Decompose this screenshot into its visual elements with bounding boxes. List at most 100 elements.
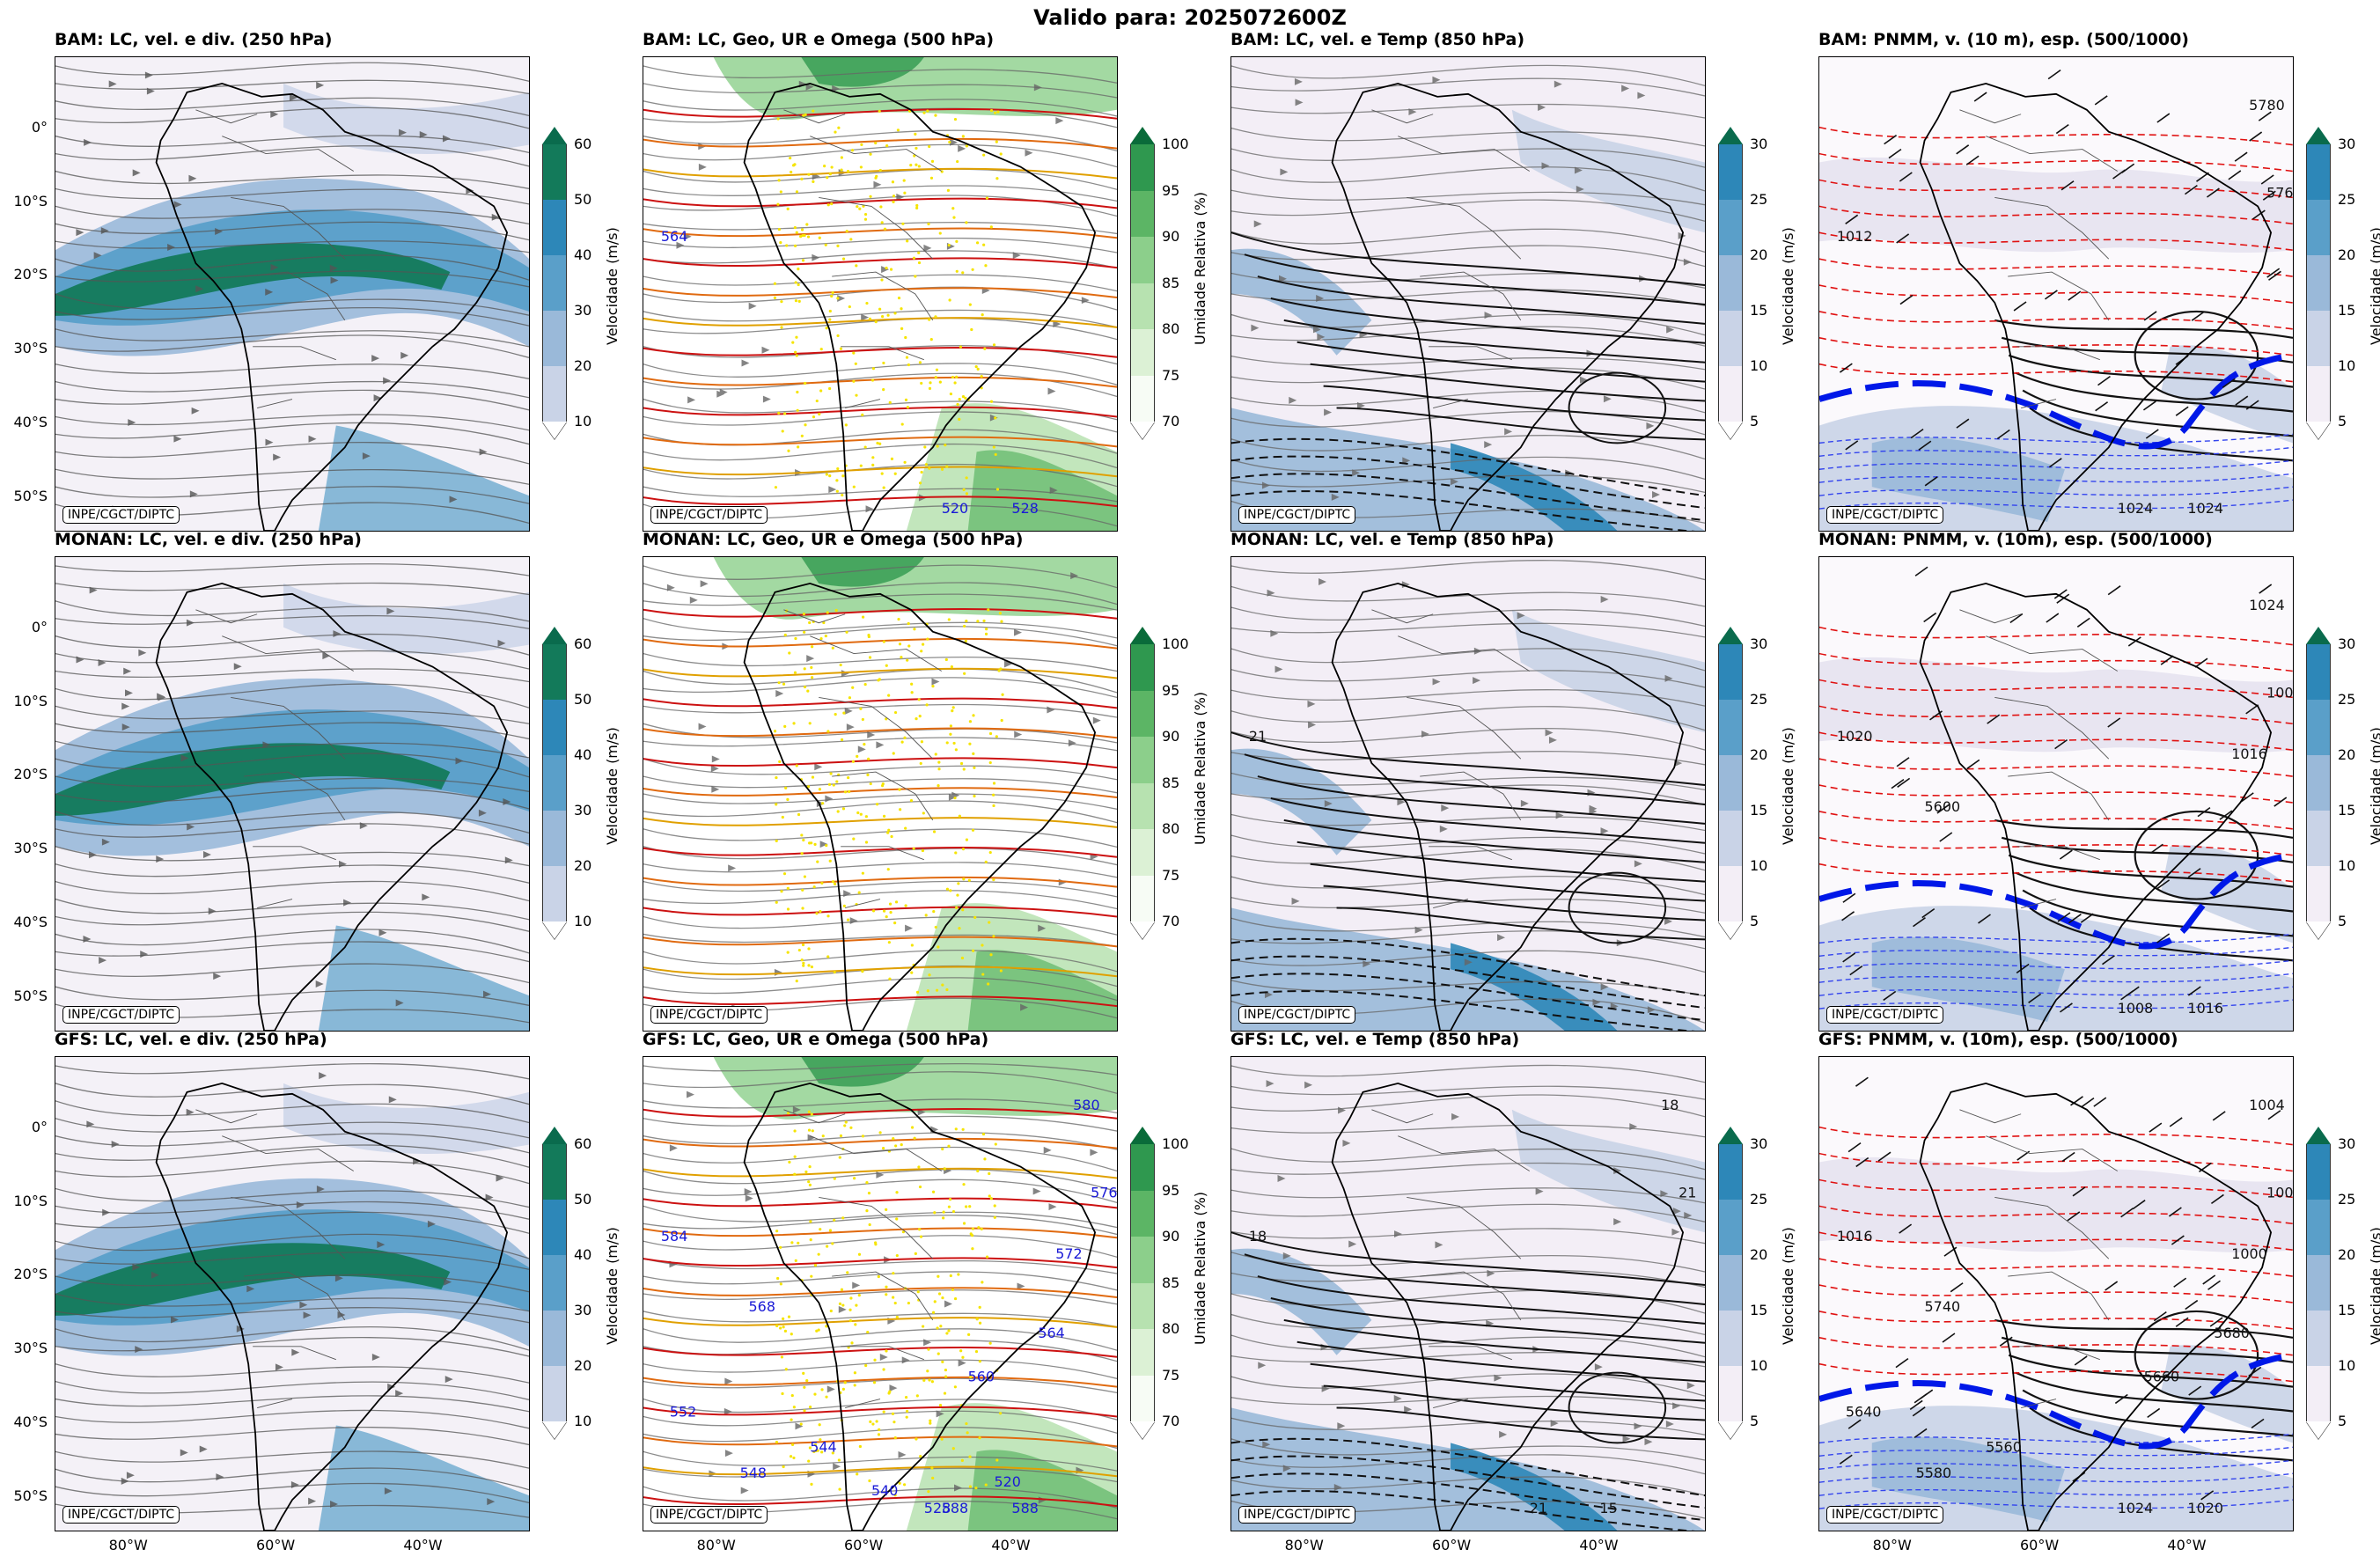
svg-text:1008: 1008	[2266, 1184, 2293, 1201]
colorbar-segment	[1130, 144, 1155, 191]
colorbar-segment	[2306, 366, 2331, 422]
panel-title: GFS: LC, vel. e div. (250 hPa)	[55, 1030, 327, 1049]
map-canvas: 18 21 15 18 21	[1231, 1057, 1705, 1531]
colorbar-tick-label: 60	[574, 1135, 592, 1152]
panel-title: GFS: LC, Geo, UR e Omega (500 hPa)	[643, 1030, 989, 1049]
panel-title: BAM: LC, Geo, UR e Omega (500 hPa)	[643, 30, 995, 49]
colorbar-tick-label: 20	[1750, 746, 1768, 763]
latitude-label: 0°	[31, 119, 48, 136]
colorbar-tick-label: 10	[2338, 357, 2356, 374]
colorbar-tick-label: 10	[574, 913, 592, 929]
svg-text:520: 520	[995, 1473, 1021, 1490]
svg-text:1024: 1024	[2187, 500, 2223, 517]
colorbar-segment	[1130, 375, 1155, 422]
map-canvas: 1012 1024 1024 5780 5760	[1819, 57, 2293, 531]
colorbar-tick-label: 30	[574, 802, 592, 819]
map-panel-monan-temp: 21 INPE/CGCT/DIPTC	[1230, 556, 1706, 1032]
colorbar-segment	[542, 366, 567, 422]
colorbar-tick-label: 5	[1750, 413, 1759, 430]
map-panel-bam-geo: 564 520 528 INPE/CGCT/DIPTC	[643, 56, 1118, 532]
latitude-label: 0°	[31, 1119, 48, 1135]
colorbar-label: Velocidade (m/s)	[1780, 726, 1796, 845]
svg-text:1012: 1012	[1837, 228, 1873, 245]
colorbar-segment	[1130, 782, 1155, 829]
latitude-label: 20°S	[13, 766, 48, 783]
credit-label: INPE/CGCT/DIPTC	[62, 1506, 180, 1524]
svg-text:1008: 1008	[2266, 684, 2293, 701]
longitude-label: 80°W	[1872, 1537, 1912, 1553]
colorbar-segment	[2306, 1144, 2331, 1200]
colorbar-segment	[542, 1255, 567, 1311]
colorbar-tick-label: 25	[1750, 1191, 1768, 1208]
latitude-label: 30°S	[13, 340, 48, 357]
colorbar-tick-label: 25	[2338, 691, 2356, 708]
colorbar-segment	[1130, 1375, 1155, 1421]
panel-title: MONAN: PNMM, v. (10m), esp. (500/1000)	[1818, 530, 2213, 549]
credit-label: INPE/CGCT/DIPTC	[650, 1006, 768, 1024]
panel-title: MONAN: LC, vel. e Temp (850 hPa)	[1230, 530, 1554, 549]
colorbar-tick-label: 20	[574, 857, 592, 874]
colorbar-tick-label: 15	[2338, 302, 2356, 319]
colorbar-tick-label: 30	[1750, 1135, 1768, 1152]
credit-label: INPE/CGCT/DIPTC	[1238, 506, 1356, 524]
svg-text:1020: 1020	[1837, 728, 1873, 745]
svg-text:5580: 5580	[1916, 1465, 1952, 1481]
svg-text:18: 18	[1661, 1097, 1678, 1113]
colorbar: 70 75 80 85 90 95 100	[1130, 1127, 1189, 1439]
colorbar-tick-label: 80	[1162, 320, 1180, 337]
colorbar-segment	[542, 1200, 567, 1255]
colorbar-tick-label: 50	[574, 191, 592, 208]
colorbar-segment	[2306, 255, 2331, 311]
colorbar-tick-label: 100	[1162, 136, 1189, 152]
svg-text:1024: 1024	[2249, 597, 2285, 613]
longitude-label: 80°W	[108, 1537, 148, 1553]
colorbar-tick-label: 25	[1750, 191, 1768, 208]
colorbar-tick-label: 25	[2338, 1191, 2356, 1208]
panel-title: MONAN: LC, Geo, UR e Omega (500 hPa)	[643, 530, 1024, 549]
colorbar-segment	[542, 1311, 567, 1366]
colorbar-extend-bottom	[1718, 1421, 1743, 1439]
colorbar-extend-top	[542, 127, 567, 144]
map-panel-gfs-pnmm: 1016 1024 1020 1004 1008 1000 5740 5680 5660 5640…	[1818, 1056, 2294, 1531]
colorbar-segment	[1130, 1282, 1155, 1329]
colorbar-segment	[1718, 200, 1743, 255]
svg-text:21: 21	[1678, 1184, 1696, 1201]
colorbar-segment	[2306, 311, 2331, 366]
colorbar-tick-label: 80	[1162, 1320, 1180, 1337]
colorbar: 5 10 15 20 25 30	[1718, 627, 1767, 939]
colorbar-tick-label: 75	[1162, 866, 1180, 884]
colorbar-tick-label: 75	[1162, 1366, 1180, 1384]
map-panel-monan-pnmm: 1020 1008 1016 1024 1008 1016 5600 INPE/CGCT/DI…	[1818, 556, 2294, 1032]
colorbar: 10 20 30 40 50 60	[542, 1127, 591, 1439]
colorbar-tick-label: 25	[2338, 191, 2356, 208]
longitude-label: 40°W	[991, 1537, 1031, 1553]
colorbar-extend-bottom	[2306, 1421, 2331, 1439]
svg-text:1000: 1000	[2231, 1245, 2267, 1262]
colorbar-segment	[542, 1366, 567, 1421]
colorbar-segment	[1718, 144, 1743, 200]
colorbar-tick-label: 20	[1750, 246, 1768, 263]
colorbar-extend-bottom	[1130, 1421, 1155, 1439]
colorbar-tick-label: 100	[1162, 635, 1189, 652]
colorbar-segment	[542, 1144, 567, 1200]
colorbar-segment	[1718, 366, 1743, 422]
colorbar-tick-label: 85	[1162, 774, 1180, 791]
svg-text:1004: 1004	[2249, 1097, 2285, 1113]
colorbar-tick-label: 40	[574, 1246, 592, 1263]
colorbar-extend-top	[542, 627, 567, 644]
colorbar-segment	[1130, 283, 1155, 329]
colorbar-tick-label: 5	[1750, 913, 1759, 929]
svg-text:588: 588	[942, 1500, 968, 1516]
colorbar-tick-label: 10	[1750, 357, 1768, 374]
latitude-label: 40°S	[13, 913, 48, 930]
map-panel-gfs-jet: INPE/CGCT/DIPTC	[55, 1056, 530, 1531]
colorbar-segment	[1130, 875, 1155, 922]
svg-text:21: 21	[1249, 728, 1267, 745]
colorbar-tick-label: 85	[1162, 274, 1180, 291]
svg-text:576: 576	[1091, 1184, 1117, 1201]
colorbar: 5 10 15 20 25 30	[2306, 127, 2355, 439]
colorbar-label: Velocidade (m/s)	[604, 226, 621, 345]
colorbar-extend-bottom	[542, 922, 567, 939]
colorbar-tick-label: 70	[1162, 413, 1180, 430]
colorbar: 10 20 30 40 50 60	[542, 127, 591, 439]
